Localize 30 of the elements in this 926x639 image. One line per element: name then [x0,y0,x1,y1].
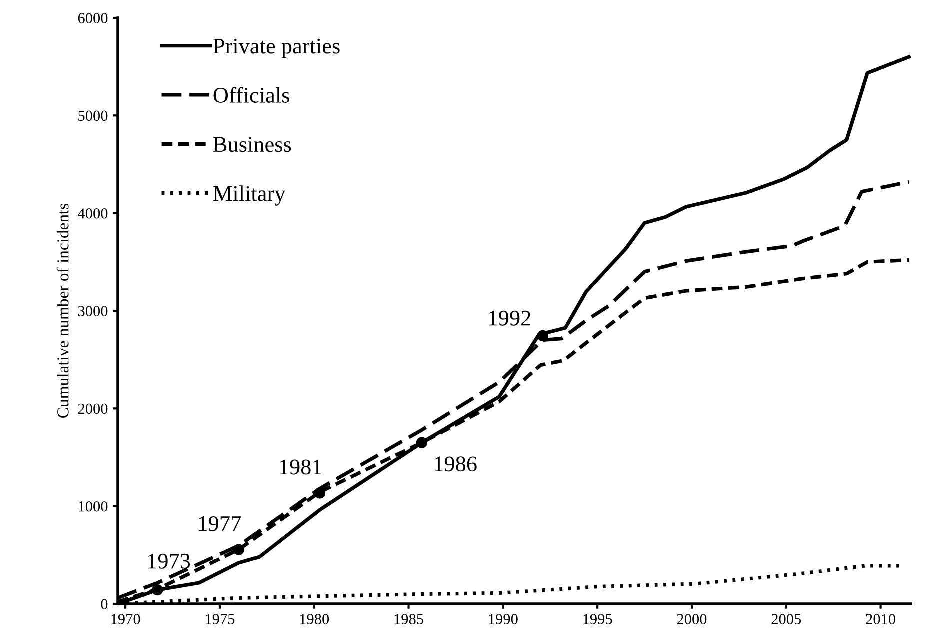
y-tick-label: 3000 [78,306,108,316]
x-tick-label: 1970 [112,614,140,624]
annotation: 1986 [435,456,477,472]
x-tick-label: 1990 [489,614,518,624]
annotation: 1973 [148,554,190,569]
legend-label: Private parties [214,38,340,58]
y-tick-label: 1000 [79,501,108,512]
point [233,544,244,556]
x-tick-label: 1985 [394,614,424,624]
annotation: 1977 [199,516,241,532]
x-tick-label: 1995 [584,614,612,624]
y-tick-label: 5000 [78,110,108,122]
legend-label: Military [214,186,286,206]
point [152,584,164,596]
annotation: 1992 [489,310,530,326]
legend-label: Business [214,137,292,152]
annotation: 1981 [280,460,322,475]
x-tick-label: 2010 [866,614,896,624]
y-tick-label: 0 [101,599,108,610]
y-tick-label: 6000 [78,13,108,24]
point [314,488,326,499]
legend-label: Officials [214,87,290,103]
x-tick-label: 2000 [677,614,707,624]
x-tick-label: 1980 [300,614,330,624]
y-axis-title: Cumulative number of incidents [56,204,69,418]
x-tick-label: 2005 [772,614,802,624]
y-tick-label: 4000 [78,208,108,219]
point [416,437,428,448]
x-tick-label: 1975 [206,614,235,624]
y-tick-label: 2000 [78,404,108,414]
